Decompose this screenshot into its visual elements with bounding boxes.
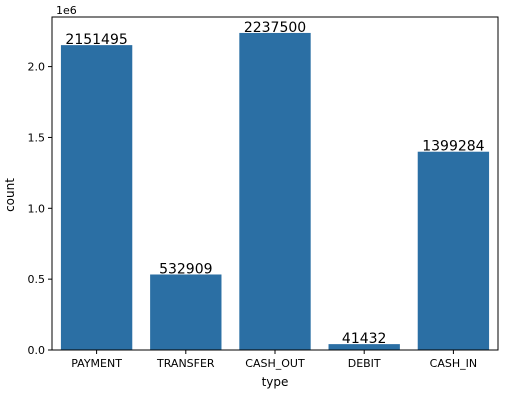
bar-cash-in [417, 151, 490, 350]
x-tick-label: CASH_IN [430, 357, 477, 370]
data-label: 2237500 [244, 20, 306, 36]
x-axis-title: type [262, 375, 289, 389]
data-label: 1399284 [422, 139, 484, 155]
y-tick-label: 0.0 [28, 344, 46, 357]
x-tick-label: TRANSFER [156, 357, 215, 370]
bar-cash-out [239, 32, 311, 350]
data-label: 2151495 [65, 32, 127, 48]
data-label: 532909 [159, 261, 212, 277]
y-tick-label: 0.5 [28, 273, 46, 286]
y-axis-title: count [3, 178, 17, 212]
y-tick-label: 2.0 [28, 61, 46, 74]
axes-frame [51, 16, 499, 351]
bar-payment [60, 45, 133, 351]
bar-transfer [150, 274, 222, 350]
y-tick-label: 1.5 [28, 131, 46, 144]
bar-debit [328, 344, 400, 350]
x-tick-label: DEBIT [348, 357, 381, 370]
plot-area: 2151495 PAYMENT 532909 TRANSFER 2237500 CASH_… [28, 16, 499, 370]
data-label: 41432 [342, 331, 387, 347]
y-tick-label: 1.0 [28, 202, 46, 215]
x-tick-label: PAYMENT [71, 357, 122, 370]
x-tick-label: CASH_OUT [245, 357, 305, 370]
y-axis-offset-text: 1e6 [56, 4, 77, 17]
